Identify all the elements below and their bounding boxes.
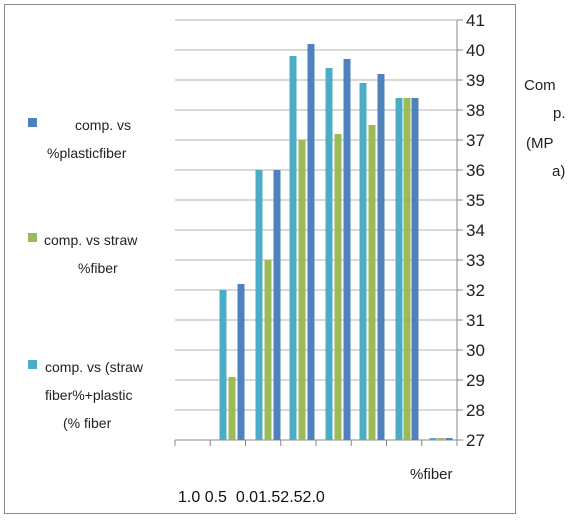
legend-label: comp. vs (straw <box>45 359 144 375</box>
bar <box>307 44 315 440</box>
y-tick-label: 32 <box>466 281 485 300</box>
y-tick-label: 39 <box>466 71 485 90</box>
y-axis-title-line: Com <box>524 77 556 94</box>
y-tick-label: 33 <box>466 251 485 270</box>
y-tick-label: 28 <box>466 401 485 420</box>
y-tick-label: 38 <box>466 101 485 120</box>
y-axis-title-line: a) <box>552 163 565 180</box>
bar <box>298 140 306 440</box>
bar <box>377 74 385 440</box>
chart-frame <box>4 4 516 514</box>
x-axis-title: %fiber <box>410 466 453 483</box>
y-axis-title-line: (MP <box>526 135 554 152</box>
y-axis-title-line: p. <box>553 105 566 122</box>
y-tick-label: 29 <box>466 371 485 390</box>
y-tick-label: 40 <box>466 41 485 60</box>
bar <box>395 98 403 440</box>
bar <box>264 260 272 440</box>
bar <box>289 56 297 440</box>
bar <box>403 98 411 440</box>
y-tick-label: 36 <box>466 161 485 180</box>
legend-marker <box>28 233 37 242</box>
bar <box>325 68 333 440</box>
y-tick-label: 37 <box>466 131 485 150</box>
bar <box>219 290 227 440</box>
bar <box>237 284 245 440</box>
bar <box>368 125 376 440</box>
bar <box>437 438 445 440</box>
legend-marker <box>28 360 37 369</box>
legend-label: comp. vs <box>75 117 131 133</box>
bar <box>228 377 236 440</box>
bar <box>273 170 281 440</box>
y-axis-title: Com p. (MP a) <box>524 77 566 180</box>
y-tick-label: 41 <box>466 11 485 30</box>
y-tick-label: 30 <box>466 341 485 360</box>
y-tick-label: 35 <box>466 191 485 210</box>
bar <box>411 98 419 440</box>
bar <box>255 170 263 440</box>
legend: comp. vs %plasticfiber comp. vs straw %fibe… <box>28 117 144 431</box>
category-axis-labels: 1.0 0.5 0.01.52.52.0 <box>178 489 325 506</box>
bar <box>343 59 351 440</box>
y-tick-label: 27 <box>466 431 485 450</box>
bar <box>445 438 453 440</box>
bar <box>334 134 342 440</box>
y-tick-label: 34 <box>466 221 485 240</box>
legend-label: (% fiber <box>63 415 112 431</box>
bars <box>219 44 453 440</box>
y-tick-label: 31 <box>466 311 485 330</box>
legend-label: %fiber <box>78 260 118 276</box>
bar <box>429 438 437 440</box>
y-axis: 27 28 29 30 31 32 33 34 35 36 37 38 39 40 41 <box>456 11 485 450</box>
legend-label: fiber%+plastic <box>45 387 133 403</box>
legend-label: comp. vs straw <box>44 232 138 248</box>
bar <box>359 83 367 440</box>
legend-label: %plasticfiber <box>47 145 127 161</box>
legend-marker <box>28 118 37 127</box>
